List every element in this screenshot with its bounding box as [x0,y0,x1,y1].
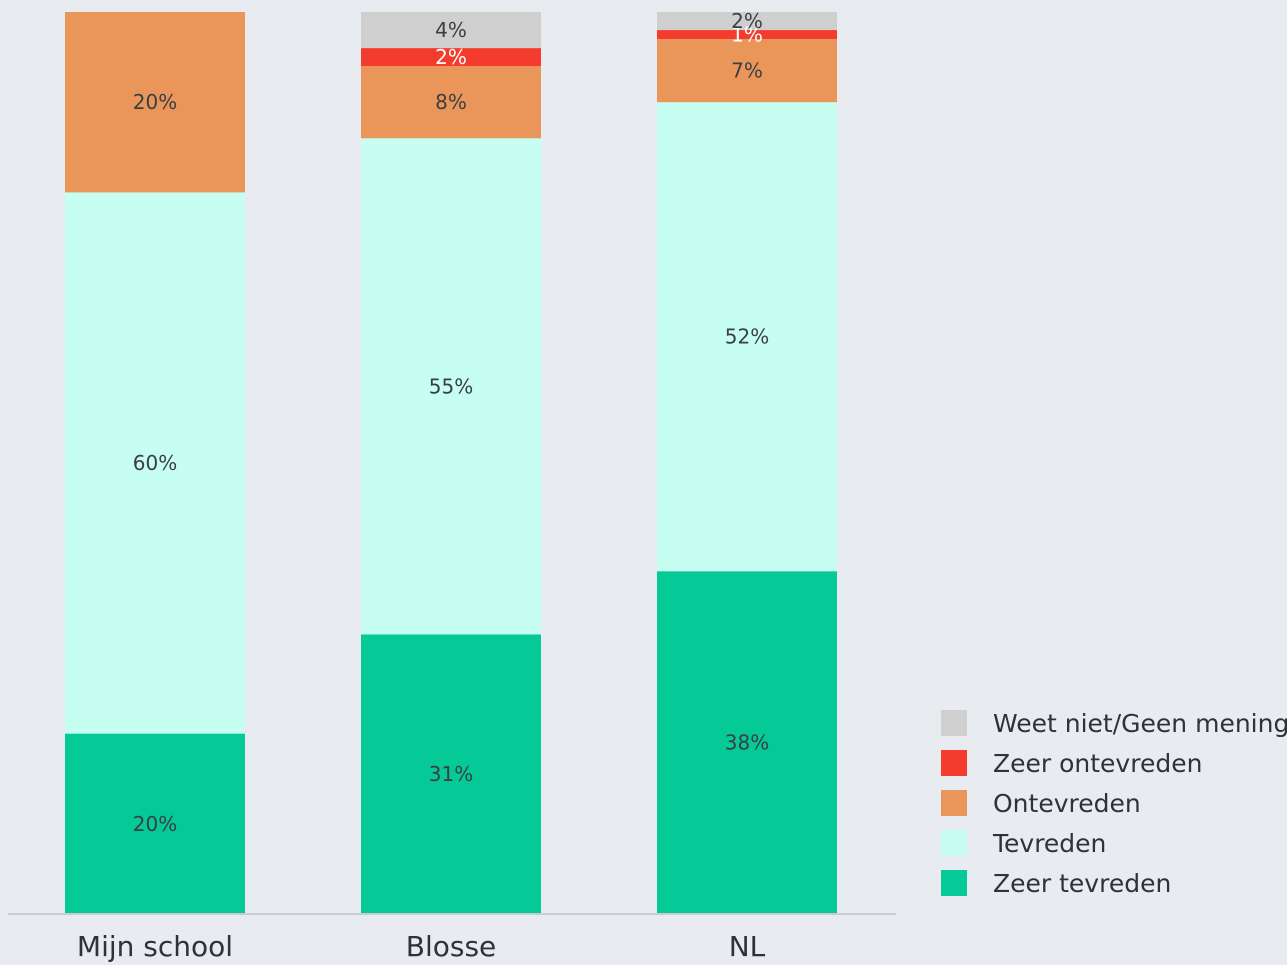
legend: Weet niet/Geen mening Zeer ontevreden Onte… [941,709,1287,898]
x-tick-label-blosse: Blosse [406,930,497,963]
data-label-mijn-school-zeer-tevreden: 20% [133,812,177,836]
legend-swatch-zeer-tevreden [941,870,967,896]
data-label-nl-ontevreden: 7% [731,59,763,83]
segment-labels-layer: 20%60%20%31%55%8%2%4%38%52%7%1%2% [133,9,769,836]
data-label-nl-zeer-ontevreden: 1% [731,23,763,47]
bar-mijn-school-zeer-tevreden [65,733,245,914]
data-label-mijn-school-tevreden: 60% [133,451,177,475]
bar-nl-tevreden [657,102,837,572]
legend-label-weet-niet-geen-mening: Weet niet/Geen mening [993,709,1287,738]
legend-label-tevreden: Tevreden [992,829,1106,858]
legend-swatch-ontevreden [941,790,967,816]
bar-nl-weet-niet-geen-mening [657,12,837,31]
legend-swatch-zeer-ontevreden [941,750,967,776]
bar-mijn-school-tevreden [65,192,245,734]
bar-nl-ontevreden [657,39,837,103]
data-label-blosse-zeer-ontevreden: 2% [435,45,467,69]
legend-label-zeer-tevreden: Zeer tevreden [993,869,1171,898]
legend-label-ontevreden: Ontevreden [993,789,1141,818]
data-label-nl-tevreden: 52% [725,325,769,349]
category-labels-layer: Mijn school Blosse NL [77,930,766,963]
data-label-blosse-zeer-tevreden: 31% [429,762,473,786]
data-label-blosse-tevreden: 55% [429,374,473,398]
bars-layer [65,12,837,914]
bar-blosse-tevreden [361,138,541,635]
data-label-nl-zeer-tevreden: 38% [725,731,769,755]
legend-swatch-weet-niet-geen-mening [941,710,967,736]
bar-mijn-school-ontevreden [65,12,245,193]
data-label-mijn-school-ontevreden: 20% [133,90,177,114]
x-tick-label-mijn-school: Mijn school [77,930,233,963]
bar-blosse-zeer-tevreden [361,634,541,914]
bar-nl-zeer-tevreden [657,571,837,914]
bar-blosse-zeer-ontevreden [361,48,541,67]
bar-blosse-weet-niet-geen-mening [361,12,541,49]
data-label-blosse-weet-niet-geen-mening: 4% [435,18,467,42]
data-label-nl-weet-niet-geen-mening: 2% [731,9,763,33]
data-label-blosse-ontevreden: 8% [435,90,467,114]
legend-label-zeer-ontevreden: Zeer ontevreden [993,749,1202,778]
bar-nl-zeer-ontevreden [657,30,837,40]
bar-blosse-ontevreden [361,66,541,139]
x-tick-label-nl: NL [729,930,766,963]
legend-swatch-tevreden [941,830,967,856]
